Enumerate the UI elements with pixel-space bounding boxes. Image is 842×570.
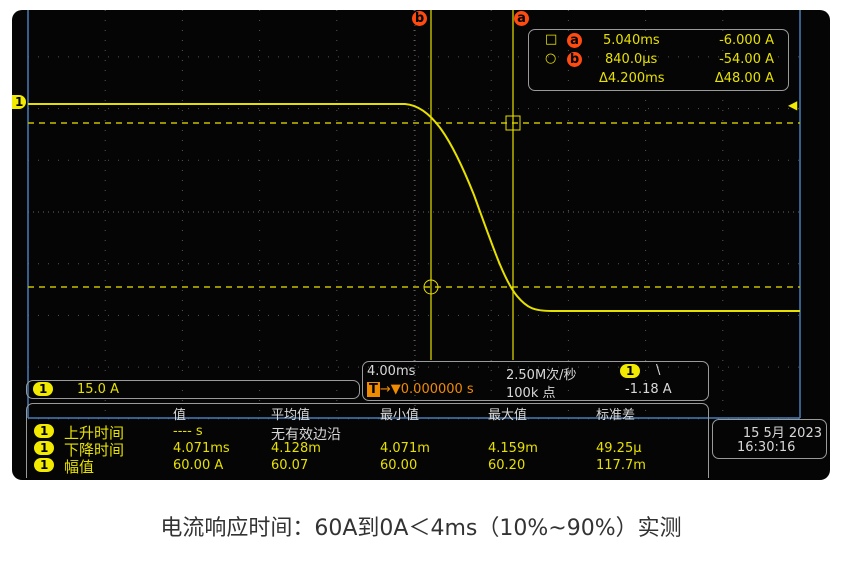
cursor-a-time: 5.040ms — [603, 33, 660, 48]
measurement-channel: 1 — [34, 458, 55, 473]
measurement-name: 上升时间 — [64, 424, 125, 442]
timebase-panel[interactable]: 4.00ms T →▼0.000000 s 2.50M次/秒 100k 点 1 \… — [362, 361, 709, 401]
measurement-name: 幅值 — [64, 458, 95, 476]
cursor-a-badge: a — [567, 33, 582, 48]
header-max: 最大值 — [488, 408, 528, 423]
measurement-max: 60.20 — [488, 458, 526, 473]
waveform-display — [27, 10, 801, 420]
measurement-value: 60.00 A — [173, 458, 224, 473]
measurements-panel: 值 平均值 最小值 最大值 标准差 — [26, 403, 709, 478]
measurement-std: 49.25µ — [596, 441, 642, 456]
cursor-b-circle-icon — [423, 279, 439, 295]
measurement-min: 4.071m — [380, 441, 430, 456]
timebase-scale: 4.00ms — [367, 364, 416, 379]
channel-1-scale: 15.0 A — [77, 382, 119, 397]
cursor-b-badge: b — [567, 52, 582, 67]
time: 16:30:16 — [737, 440, 796, 455]
header-min: 最小值 — [380, 408, 420, 423]
cursor-b-marker[interactable]: b — [412, 11, 427, 26]
cursor-b-time: 840.0µs — [605, 52, 658, 67]
channel-1-scale-box[interactable]: 1 15.0 A — [26, 380, 360, 399]
datetime-box: 15 5月 2023 16:30:16 — [712, 419, 827, 459]
cursor-a-square-icon — [505, 115, 521, 131]
measurement-max: 4.159m — [488, 441, 538, 456]
header-value: 值 — [173, 408, 187, 423]
cursor-readout-panel: □ a 5.040ms -6.000 A ○ b 840.0µs -54.00 … — [528, 29, 789, 91]
cursor-delta-value: Δ48.00 A — [714, 71, 774, 86]
measurement-std: 117.7m — [596, 458, 646, 473]
cursor-delta-time: Δ4.200ms — [599, 71, 665, 86]
header-std: 标准差 — [596, 408, 636, 423]
measurement-name: 下降时间 — [64, 441, 125, 459]
caption: 电流响应时间：60A到0A＜4ms（10%~90%）实测 — [160, 516, 682, 541]
measurement-min: 60.00 — [380, 458, 418, 473]
measurement-value: 4.071ms — [173, 441, 230, 456]
measurement-mean: 无有效边沿 — [271, 427, 341, 443]
header-mean: 平均值 — [271, 408, 311, 423]
cursor-a-marker[interactable]: a — [514, 11, 529, 26]
square-icon: □ — [545, 32, 558, 47]
channel-1-level-marker[interactable]: 1 — [12, 95, 27, 110]
sample-rate: 2.50M次/秒 — [506, 368, 577, 383]
measurement-value: ---- s — [173, 424, 203, 439]
date: 15 5月 2023 — [742, 426, 822, 441]
trigger-slope-icon: \ — [656, 363, 661, 378]
cursor-a-value: -6.000 A — [719, 33, 774, 48]
measurement-channel: 1 — [34, 441, 55, 456]
channel-1-waveform — [28, 103, 800, 312]
trigger-position: T →▼0.000000 s — [367, 382, 474, 397]
record-length: 100k 点 — [506, 386, 556, 401]
circle-icon: ○ — [545, 51, 557, 66]
measurement-mean: 60.07 — [271, 458, 309, 473]
channel-1-badge: 1 — [33, 382, 54, 396]
measurement-mean: 4.128m — [271, 441, 321, 456]
measurement-channel: 1 — [34, 424, 55, 439]
trigger-channel-badge: 1 — [620, 364, 641, 378]
trigger-level: -1.18 A — [625, 382, 672, 397]
oscilloscope-screen: 1 ◀ b a □ a 5.040ms -6.000 A ○ b 840.0µs… — [12, 10, 830, 480]
cursor-b-value: -54.00 A — [719, 52, 774, 67]
trigger-level-arrow-icon: ◀ — [788, 98, 798, 112]
trigger-t-icon: T — [367, 382, 380, 397]
